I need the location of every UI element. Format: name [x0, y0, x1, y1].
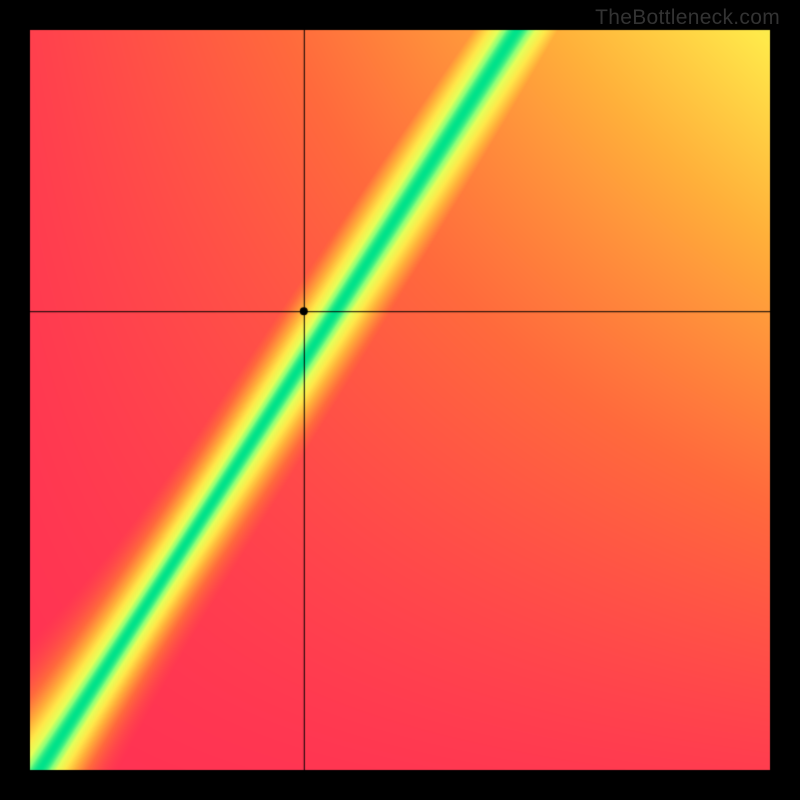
bottleneck-chart: TheBottleneck.com [0, 0, 800, 800]
heatmap-canvas [0, 0, 800, 800]
watermark-label: TheBottleneck.com [595, 6, 780, 30]
